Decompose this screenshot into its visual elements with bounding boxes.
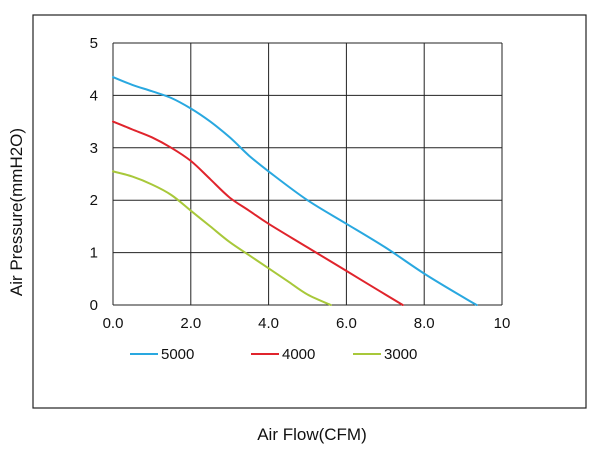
series-lines — [112, 76, 478, 306]
y-axis-title: Air Pressure(mmH2O) — [7, 128, 26, 296]
x-tick-label: 10 — [494, 315, 511, 332]
x-tick-label: 8.0 — [414, 315, 435, 332]
y-tick-label: 5 — [90, 35, 98, 52]
x-axis-title: Air Flow(CFM) — [257, 425, 367, 444]
legend-label-3000: 3000 — [384, 346, 417, 363]
chart-frame — [32, 14, 587, 409]
legend-label-5000: 5000 — [161, 346, 194, 363]
x-tick-label: 0.0 — [103, 315, 124, 332]
legend-label-4000: 4000 — [282, 346, 315, 363]
series-line-4000 — [112, 120, 404, 306]
series-line-3000 — [112, 170, 332, 306]
x-tick-label: 2.0 — [180, 315, 201, 332]
y-tick-label: 3 — [90, 140, 98, 157]
legend: 5000 4000 3000 — [130, 346, 417, 363]
y-tick-label: 1 — [90, 245, 98, 262]
y-tick-label: 2 — [90, 192, 98, 209]
series-line-5000 — [112, 76, 478, 306]
grid — [112, 42, 503, 306]
x-tick-label: 6.0 — [336, 315, 357, 332]
tick-labels: 0.0 2.0 4.0 6.0 8.0 10 0 1 2 3 4 5 — [90, 35, 511, 332]
y-tick-label: 4 — [90, 87, 98, 104]
x-tick-label: 4.0 — [258, 315, 279, 332]
y-tick-label: 0 — [90, 297, 98, 314]
